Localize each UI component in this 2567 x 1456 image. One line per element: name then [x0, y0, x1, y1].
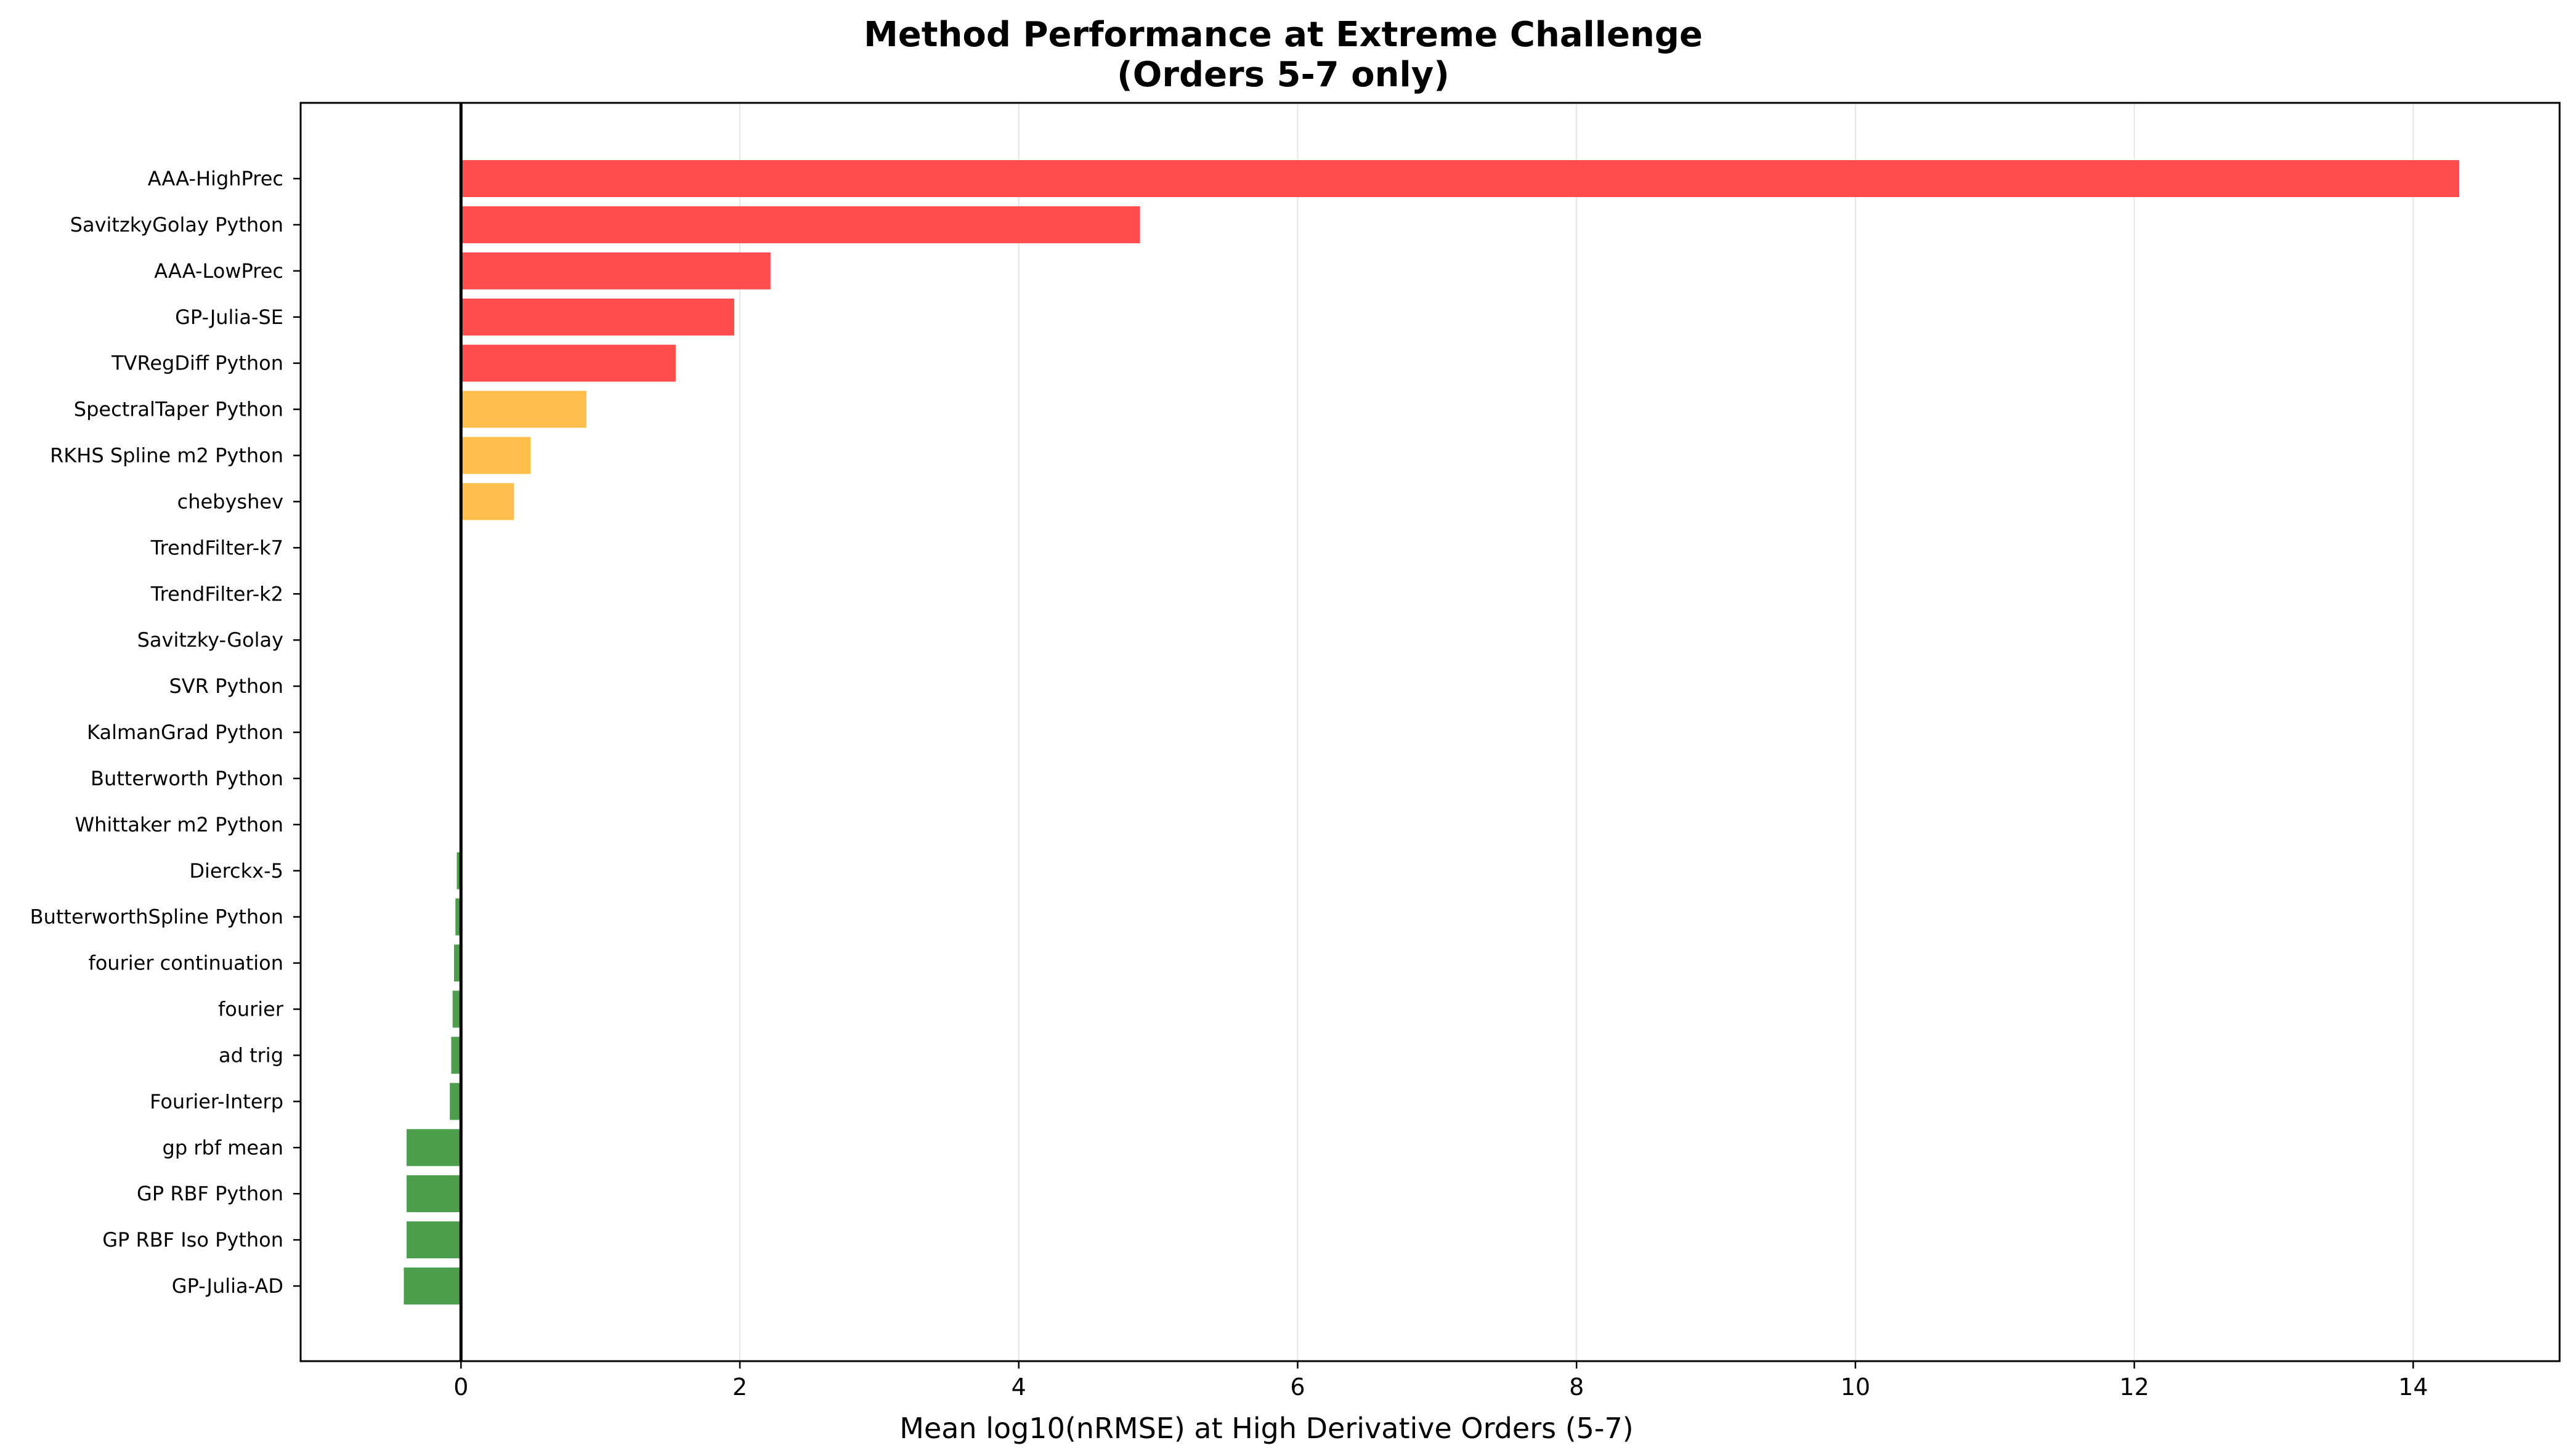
chart-subtitle: (Orders 5-7 only) — [1117, 55, 1450, 95]
y-tick-label: GP-Julia-SE — [175, 305, 283, 329]
x-axis-ticks: 0 2 4 6 8 10 12 14 — [453, 1361, 2428, 1401]
x-tick-label: 14 — [2398, 1373, 2428, 1401]
y-tick-label: GP RBF Iso Python — [102, 1228, 283, 1252]
bar — [461, 160, 2460, 197]
x-tick-label: 0 — [453, 1373, 468, 1401]
bar — [407, 1175, 461, 1213]
y-tick-label: fourier — [218, 998, 284, 1021]
bars — [404, 160, 2460, 1304]
y-tick-label: chebyshev — [177, 490, 283, 513]
bar — [461, 437, 531, 474]
bar — [461, 390, 587, 428]
x-tick-label: 6 — [1290, 1373, 1305, 1401]
y-tick-label: Dierckx-5 — [189, 859, 283, 883]
y-tick-label: Butterworth Python — [91, 767, 283, 790]
y-tick-label: TrendFilter-k7 — [150, 536, 283, 559]
chart-title: Method Performance at Extreme Challenge — [864, 15, 1703, 55]
y-tick-label: SVR Python — [169, 674, 283, 698]
bar — [453, 944, 461, 982]
y-tick-label: AAA-HighPrec — [148, 167, 283, 190]
y-tick-label: fourier continuation — [88, 952, 283, 975]
grid-lines — [739, 103, 2414, 1361]
x-tick-label: 4 — [1012, 1373, 1026, 1401]
bar — [461, 206, 1140, 243]
y-tick-label: Savitzky-Golay — [137, 628, 283, 652]
bar — [456, 852, 461, 889]
bar — [450, 1083, 461, 1120]
x-tick-label: 2 — [732, 1373, 747, 1401]
y-tick-label: RKHS Spline m2 Python — [50, 444, 283, 467]
y-tick-label: KalmanGrad Python — [87, 721, 283, 744]
y-tick-label: ButterworthSpline Python — [30, 905, 283, 929]
bar — [461, 252, 771, 289]
bar — [407, 1129, 461, 1167]
y-tick-label: AAA-LowPrec — [154, 259, 283, 283]
x-tick-label: 12 — [2119, 1373, 2149, 1401]
bar — [461, 483, 514, 520]
bar — [404, 1268, 461, 1304]
y-tick-label: gp rbf mean — [163, 1136, 283, 1159]
y-tick-label: ad trig — [219, 1043, 283, 1067]
y-axis-ticks: AAA-HighPrec SavitzkyGolay Python AAA-LowP… — [30, 167, 301, 1298]
y-tick-label: GP-Julia-AD — [172, 1274, 283, 1298]
bar — [455, 898, 461, 936]
bar — [461, 298, 734, 336]
x-tick-label: 10 — [1841, 1373, 1870, 1401]
y-tick-label: SavitzkyGolay Python — [70, 213, 283, 237]
x-axis-label: Mean log10(nRMSE) at High Derivative Ord… — [899, 1412, 1634, 1445]
y-tick-label: GP RBF Python — [137, 1182, 283, 1205]
y-tick-label: Whittaker m2 Python — [75, 813, 283, 836]
y-tick-label: Fourier-Interp — [150, 1090, 283, 1113]
bar — [451, 1037, 461, 1074]
y-tick-label: TVRegDiff Python — [111, 352, 283, 375]
x-tick-label: 8 — [1569, 1373, 1584, 1401]
y-tick-label: SpectralTaper Python — [74, 398, 283, 421]
bar — [452, 990, 461, 1028]
bar — [461, 344, 676, 382]
y-tick-label: TrendFilter-k2 — [150, 582, 283, 605]
bar — [407, 1221, 461, 1259]
